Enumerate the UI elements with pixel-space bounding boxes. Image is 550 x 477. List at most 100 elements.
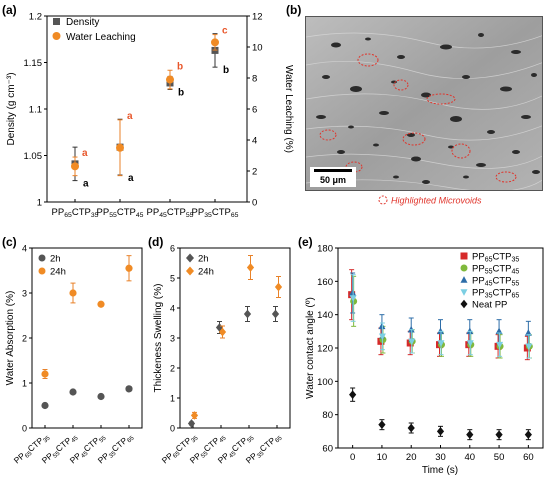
legend-label-2-part-1: 45 — [485, 281, 493, 288]
y-tick-label-4: 140 — [317, 310, 333, 321]
y-tick-label-3: 1.15 — [24, 58, 43, 69]
highlight-caption: Highlighted Microvoids — [378, 195, 482, 206]
legend-label-0: PP65CTP35 — [472, 252, 519, 264]
legend-label-1-part-3: 45 — [511, 269, 519, 276]
x-tick-label-2: PP45CTP55 — [147, 207, 194, 219]
y-tick-label-0: 0 — [252, 198, 257, 209]
y-tick-label-1: 2 — [252, 167, 257, 178]
panel-c-label: (c) — [2, 235, 17, 249]
panel-c: (c) 0 1 2 3 4 PP65CTP35PP55CTP45PP45CTP55PP3… — [2, 235, 143, 465]
leaching-point-3 — [211, 38, 219, 47]
density-letter-2: b — [178, 87, 184, 98]
y-tick-label-6: 12 — [252, 12, 263, 23]
series-3-point-0 — [349, 295, 357, 302]
panel-a-data-marks: a a b b a a b c — [71, 26, 229, 190]
x-tick-label-2-part-0: PP — [147, 207, 160, 218]
panel-b-label: (b) — [286, 3, 301, 17]
series-4-point-3 — [436, 427, 445, 436]
y-tick-label-3: 3 — [22, 289, 27, 299]
legend-2h-label: 2h — [198, 254, 209, 265]
panel-e-data-marks — [348, 269, 533, 441]
leaching-point-1 — [116, 143, 124, 152]
y-tick-label-0: 1 — [37, 198, 42, 209]
panel-e-legend: PP65CTP35PP55CTP45PP45CTP55PP35CTP65Neat… — [460, 252, 519, 311]
x-tick-label-0-part-3: 35 — [91, 212, 99, 219]
legend-label-0-part-1: 65 — [485, 257, 493, 264]
panel-a-legend: Density Water Leaching — [52, 17, 136, 43]
panel-d-legend: 2h 24h — [186, 253, 214, 278]
x-tick-label-1-part-3: 45 — [70, 434, 80, 444]
panel-c-y-axis: 0 1 2 3 4 — [22, 244, 32, 434]
panel-e-y-axis: 60 80 100 120 140 160 180 — [317, 244, 338, 455]
legend-24h-marker — [186, 266, 194, 276]
series-2-point-2 — [407, 325, 415, 333]
density-letter-0: a — [83, 179, 89, 190]
series-1-point-3 — [274, 282, 283, 292]
panel-a-right-axis: 0 2 4 6 8 10 12 — [247, 12, 263, 209]
legend-marker-4 — [460, 299, 468, 309]
series-0-point-0 — [187, 419, 196, 428]
x-tick-label-3-part-2: CTP — [212, 207, 231, 218]
series-2-point-3 — [437, 327, 444, 335]
x-tick-label-1-part-1: 55 — [109, 212, 117, 219]
x-tick-label-1-part-0: PP — [97, 207, 110, 218]
x-tick-label-3-part-1: 35 — [204, 212, 212, 219]
legend-label-3-part-0: PP — [472, 288, 485, 299]
y-tick-label-3: 120 — [317, 344, 333, 355]
x-tick-label-3-part-1: 35 — [108, 450, 118, 460]
series-3-point-5 — [496, 341, 504, 349]
x-tick-label-2-part-2: CTP — [167, 207, 186, 218]
series-3-point-4 — [466, 340, 474, 347]
legend-label-4: Neat PP — [472, 300, 507, 311]
x-tick-label-0-part-2: CTP — [72, 207, 91, 218]
panel-c-data-marks — [41, 255, 133, 410]
density-letter-1: a — [128, 173, 134, 184]
panel-a-left-axis: 1 1.05 1.1 1.15 1.2 — [24, 12, 47, 209]
x-tick-label-0-part-3: 35 — [190, 434, 200, 444]
y-tick-label-2: 100 — [317, 377, 333, 388]
panel-e-ylabel: Water contact angle (º) — [305, 297, 316, 399]
sem-micrograph: 50 μm — [305, 16, 543, 191]
x-tick-label-0: 0 — [350, 452, 355, 463]
density-letter-3: b — [223, 65, 229, 76]
series-4-point-5 — [495, 430, 503, 439]
x-tick-label-3: 30 — [435, 452, 446, 463]
panel-a-label: (a) — [2, 3, 17, 17]
legend-2h-marker — [186, 253, 194, 263]
panel-e-label: (e) — [298, 235, 313, 249]
legend-label-2-part-0: PP — [472, 276, 485, 287]
panel-d-data-marks — [187, 255, 283, 428]
legend-24h-label: 24h — [50, 267, 66, 278]
y-tick-label-2: 2 — [170, 364, 175, 374]
panel-e-xlabel: Time (s) — [422, 465, 458, 476]
panel-c-plot-frame — [31, 247, 143, 429]
x-tick-label-2: 20 — [406, 452, 417, 463]
x-tick-label-1-part-1: 55 — [52, 450, 62, 460]
series-0-point-2 — [97, 392, 105, 401]
panel-b: (b) Highlighted Microvoids — [286, 3, 482, 206]
y-tick-label-1: 80 — [322, 410, 333, 421]
dashed-circle-icon — [378, 195, 388, 205]
series-4-point-1 — [378, 420, 386, 429]
y-tick-label-1: 1.05 — [24, 151, 43, 162]
x-tick-label-6: 60 — [523, 452, 534, 463]
leaching-letter-3: c — [222, 26, 228, 37]
legend-marker-2 — [460, 276, 468, 283]
y-tick-label-4: 4 — [170, 304, 175, 314]
leaching-letter-1: a — [127, 111, 133, 122]
x-tick-label-5: 50 — [494, 452, 505, 463]
legend-density-label: Density — [66, 17, 99, 28]
legend-label-0-part-3: 35 — [511, 257, 519, 264]
sem-microvoid-highlights — [319, 53, 517, 183]
panel-d-label: (d) — [148, 235, 163, 249]
leaching-point-0 — [71, 162, 79, 171]
x-tick-label-1: PP55CTP45 — [97, 207, 144, 219]
x-tick-label-0-part-1: 65 — [64, 212, 72, 219]
legend-leaching-marker — [52, 32, 61, 40]
x-tick-label-2-part-3: 55 — [186, 212, 194, 219]
series-3-point-3 — [437, 340, 445, 347]
y-tick-label-2: 1.1 — [29, 105, 42, 116]
